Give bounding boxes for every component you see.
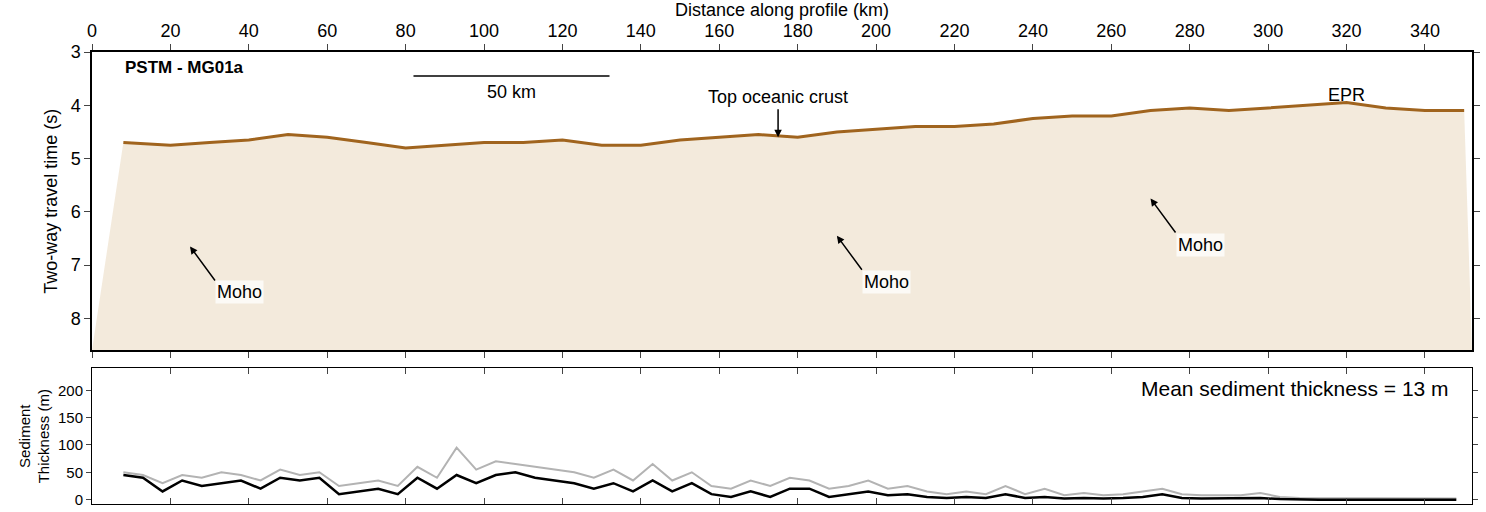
svg-text:5: 5: [71, 149, 81, 169]
svg-text:6: 6: [71, 202, 81, 222]
svg-text:120: 120: [547, 21, 577, 41]
svg-text:EPR: EPR: [1328, 85, 1365, 105]
svg-text:Moho: Moho: [217, 282, 262, 302]
svg-text:PSTM - MG01a: PSTM - MG01a: [125, 58, 244, 77]
svg-text:160: 160: [704, 21, 734, 41]
svg-text:320: 320: [1332, 21, 1362, 41]
svg-text:Two-way travel time (s): Two-way travel time (s): [41, 109, 61, 294]
svg-text:100: 100: [58, 436, 83, 453]
svg-text:200: 200: [58, 382, 83, 399]
svg-text:Moho: Moho: [1178, 235, 1223, 255]
svg-text:240: 240: [1018, 21, 1048, 41]
svg-text:4: 4: [71, 96, 81, 116]
svg-text:180: 180: [783, 21, 813, 41]
svg-text:260: 260: [1096, 21, 1126, 41]
svg-text:20: 20: [160, 21, 180, 41]
svg-text:Moho: Moho: [864, 272, 909, 292]
svg-text:0: 0: [75, 491, 83, 508]
svg-text:150: 150: [58, 409, 83, 426]
svg-text:340: 340: [1410, 21, 1440, 41]
svg-text:280: 280: [1175, 21, 1205, 41]
svg-text:200: 200: [861, 21, 891, 41]
svg-text:140: 140: [626, 21, 656, 41]
svg-text:100: 100: [469, 21, 499, 41]
svg-text:8: 8: [71, 309, 81, 329]
svg-text:Top oceanic crust: Top oceanic crust: [708, 87, 848, 107]
svg-text:3: 3: [71, 42, 81, 62]
svg-text:SedimentThickness (m): SedimentThickness (m): [16, 389, 53, 483]
svg-text:220: 220: [939, 21, 969, 41]
svg-text:300: 300: [1253, 21, 1283, 41]
svg-text:60: 60: [317, 21, 337, 41]
svg-text:Mean sediment thickness = 13 m: Mean sediment thickness = 13 m: [1141, 377, 1449, 400]
svg-text:0: 0: [87, 21, 97, 41]
svg-text:7: 7: [71, 255, 81, 275]
svg-text:50 km: 50 km: [487, 82, 536, 102]
svg-text:80: 80: [396, 21, 416, 41]
svg-text:40: 40: [239, 21, 259, 41]
svg-text:50: 50: [66, 464, 83, 481]
svg-text:Distance along profile (km): Distance along profile (km): [675, 0, 889, 20]
